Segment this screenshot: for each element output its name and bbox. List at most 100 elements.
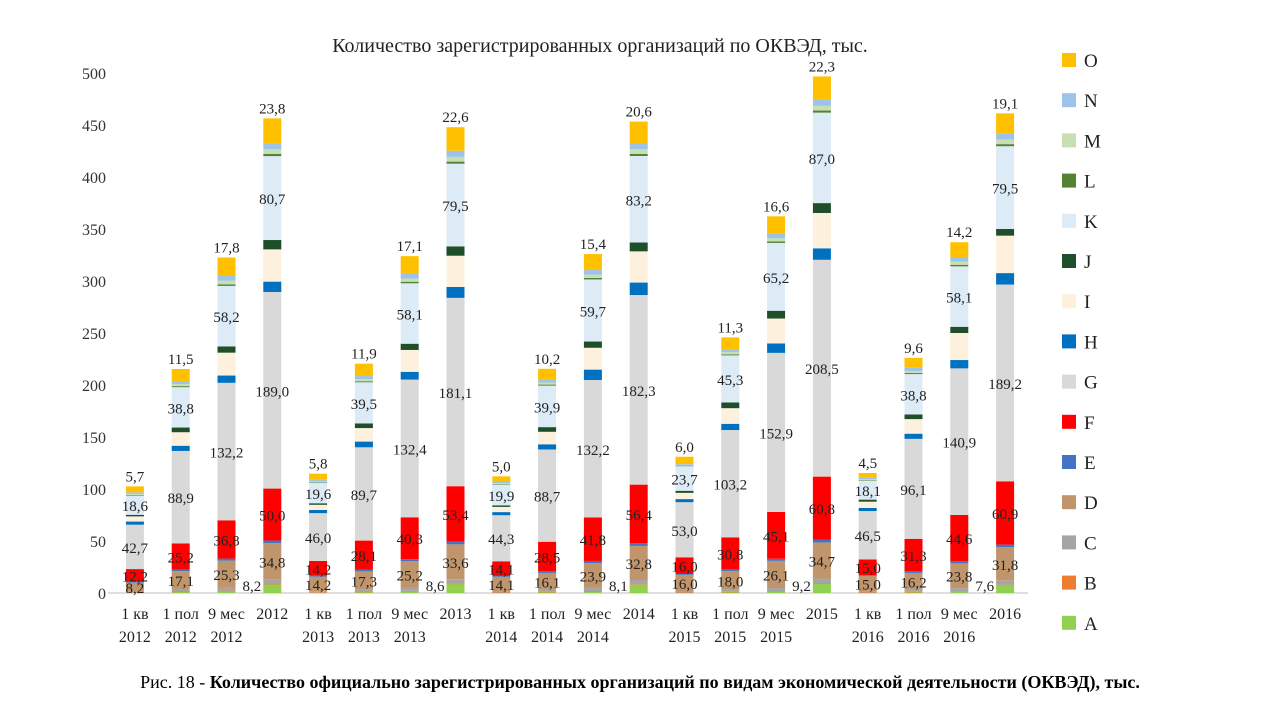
data-label-f: 31,3 — [900, 549, 926, 565]
bar-segment-g — [400, 379, 419, 518]
bar-segment-b — [721, 591, 740, 593]
bar-segment-m — [812, 105, 831, 111]
bar-segment-l — [125, 494, 144, 496]
bar-segment-g — [492, 515, 511, 562]
legend-label-i: I — [1084, 292, 1090, 313]
bar-segment-o — [171, 368, 190, 381]
legend-swatch-c — [1062, 535, 1076, 550]
x-tick-label-period: 1 кв — [671, 606, 699, 623]
y-tick-label: 100 — [82, 482, 106, 499]
bar-segment-b — [125, 592, 144, 593]
data-label-d: 17,1 — [168, 574, 194, 590]
bar-segment-a — [354, 591, 373, 593]
data-label-g: 46,0 — [305, 531, 331, 547]
bar-segment-b — [858, 592, 877, 594]
bar-segment-j — [400, 343, 419, 350]
bar-segment-l — [446, 161, 465, 164]
data-label-k: 79,5 — [442, 199, 468, 215]
bar-segment-b — [538, 591, 557, 593]
bar-segment-n — [125, 492, 144, 494]
bar-segment-i — [400, 349, 419, 372]
bar-segment-h — [125, 521, 144, 525]
y-tick-label: 350 — [82, 222, 106, 239]
bar-segment-n — [583, 270, 602, 275]
data-label-k: 38,8 — [168, 401, 194, 417]
bar-segment-d — [538, 572, 557, 590]
data-labels-group: 8,2 8,6 8,1 9,2 7,6 8,2 17,1 25,3 34,8 14,2 17,3 25… — [122, 59, 1022, 596]
bar-segment-i — [904, 419, 923, 434]
bar-segment-h — [767, 343, 786, 353]
data-label-k: 65,2 — [763, 271, 789, 287]
x-tick-label-year: 2016 — [898, 629, 930, 646]
bar-segment-e — [125, 581, 144, 583]
bar-segment-e — [446, 541, 465, 545]
bar-segment-j — [950, 326, 969, 333]
bar-segment-d — [996, 547, 1015, 581]
data-label-o: 5,0 — [492, 459, 511, 475]
bar-segment-l — [538, 384, 557, 386]
legend-swatch-a — [1062, 615, 1076, 630]
y-tick-label: 400 — [82, 170, 106, 187]
caption-text: Количество официально зарегистрированных… — [209, 672, 1140, 692]
bar-segment-f — [171, 543, 190, 570]
data-label-k: 59,7 — [580, 304, 607, 320]
x-axis: 1 кв 2012 1 пол 2012 9 мес 2012 2012 1 кв 2013 1 … — [119, 606, 1021, 646]
bar-segment-f — [400, 517, 419, 560]
data-label-f: 60,9 — [992, 507, 1018, 523]
bar-segment-b — [446, 583, 465, 585]
bar-segment-h — [996, 273, 1015, 285]
bar-segment-m — [904, 370, 923, 374]
y-tick-label: 50 — [90, 534, 106, 551]
bar-segment-a — [629, 584, 648, 593]
bar-segment-i — [583, 347, 602, 370]
data-label-d: 32,8 — [626, 557, 652, 573]
data-label-k: 19,6 — [305, 487, 332, 503]
data-label-g: 53,0 — [671, 524, 697, 540]
bar-segment-f — [538, 541, 557, 572]
bar-segment-n — [675, 463, 694, 465]
bar-segment-b — [675, 592, 694, 594]
bar-segment-i — [446, 255, 465, 287]
bar-segment-g — [950, 368, 969, 515]
bar-segment-o — [309, 473, 328, 480]
data-label-o: 11,9 — [351, 347, 377, 363]
bar-segment-c — [583, 587, 602, 592]
data-label-f: 56,4 — [626, 508, 653, 524]
bar-segment-j — [583, 341, 602, 348]
data-label-o: 14,2 — [946, 225, 972, 241]
bar-segment-a — [171, 591, 190, 593]
bar-segment-e — [950, 561, 969, 564]
bar-segment-e — [583, 560, 602, 564]
data-label-k: 80,7 — [259, 192, 286, 208]
bar-segment-j — [171, 427, 190, 433]
bar-segment-e — [400, 559, 419, 562]
bar-segment-h — [263, 281, 282, 293]
bar-segment-a — [721, 591, 740, 593]
data-label-o: 11,3 — [717, 320, 743, 336]
legend-swatch-e — [1062, 455, 1076, 469]
bar-segment-a — [583, 591, 602, 593]
bar-segment-b — [354, 591, 373, 593]
bar-segment-m — [583, 274, 602, 278]
figure-caption: Рис. 18 - Количество официально зарегист… — [0, 672, 1280, 693]
data-label-d: 16,2 — [900, 575, 926, 591]
bar-segment-l — [858, 480, 877, 481]
data-label-f: 53,4 — [442, 508, 469, 524]
legend-swatch-j — [1062, 254, 1076, 268]
bar-segment-c — [950, 588, 969, 592]
stacked-bar-chart: Количество зарегистрированных организаци… — [82, 35, 1101, 646]
data-label-g: 189,2 — [988, 377, 1022, 393]
bar-segment-l — [492, 484, 511, 485]
bar-segment-i — [996, 235, 1015, 274]
data-label-k: 79,5 — [992, 182, 1018, 198]
legend-label-d: D — [1084, 493, 1098, 514]
bar-segment-o — [858, 472, 877, 478]
bar-segment-a — [400, 591, 419, 593]
bar-segment-c — [446, 579, 465, 584]
bar-segment-e — [996, 544, 1015, 548]
bar-segment-g — [812, 259, 831, 477]
bar-segment-i — [492, 506, 511, 513]
bar-segment-l — [583, 277, 602, 280]
bar-segment-g — [354, 447, 373, 541]
